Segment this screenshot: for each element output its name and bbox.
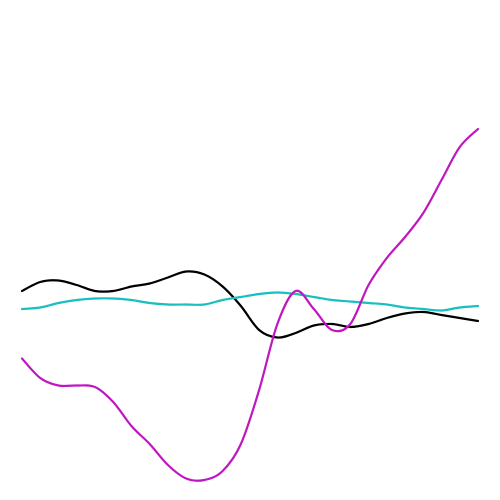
series-line-3 bbox=[20, 127, 480, 482]
series-layer bbox=[20, 127, 480, 482]
series-line-1 bbox=[20, 270, 480, 339]
series-line-2 bbox=[20, 291, 480, 312]
